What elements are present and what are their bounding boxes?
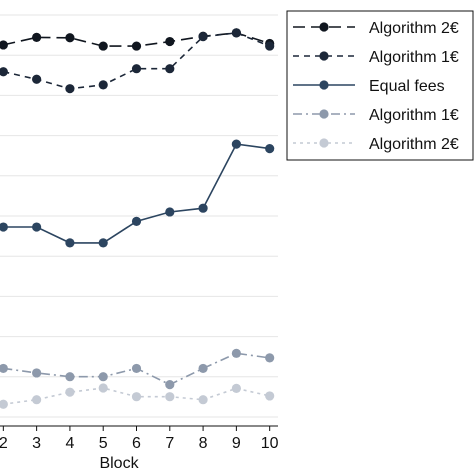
legend-marker <box>319 22 329 32</box>
data-point <box>131 41 142 51</box>
data-point <box>165 64 175 74</box>
legend-item: Algorithm 1€ <box>293 49 459 66</box>
legend: Algorithm 2€ Algorithm 1€ Equal fees Algori… <box>286 10 474 161</box>
x-tick-label: 6 <box>132 435 141 452</box>
x-tick-label: 5 <box>99 435 108 452</box>
data-point <box>265 353 275 363</box>
legend-item: Equal fees <box>293 78 445 95</box>
series-2 <box>0 28 275 94</box>
data-point <box>265 41 275 51</box>
x-tick-label: 3 <box>32 435 41 452</box>
data-point <box>98 41 108 51</box>
data-point <box>165 36 175 47</box>
data-point <box>198 203 208 213</box>
legend-label: Algorithm 2€ <box>369 20 459 37</box>
data-point <box>32 368 42 378</box>
data-point <box>198 395 208 405</box>
legend-item: Algorithm 2€ <box>293 20 459 37</box>
data-point <box>98 238 108 248</box>
legend-label: Algorithm 1€ <box>369 107 459 124</box>
x-axis: 2 3 4 5 6 7 8 9 10 <box>0 425 279 452</box>
data-point <box>198 32 208 42</box>
data-point <box>32 395 42 405</box>
data-point <box>265 144 275 154</box>
data-point <box>131 64 142 74</box>
legend-item: Algorithm 2€ <box>293 136 459 153</box>
data-point <box>32 74 42 84</box>
data-point <box>231 348 241 358</box>
series-line <box>3 32 270 90</box>
data-point <box>198 363 208 374</box>
x-axis-title: Block <box>99 455 139 472</box>
legend-label: Algorithm 1€ <box>369 49 459 66</box>
legend-label: Equal fees <box>369 78 445 95</box>
x-tick-label: 2 <box>0 435 8 452</box>
data-point <box>165 207 175 217</box>
legend-marker <box>319 138 329 148</box>
data-point <box>65 387 75 397</box>
data-point <box>0 222 8 232</box>
data-point <box>231 139 241 149</box>
data-point <box>231 383 241 393</box>
data-point <box>0 399 8 409</box>
series-5 <box>0 383 275 409</box>
data-point <box>265 391 275 401</box>
data-point <box>0 40 8 50</box>
data-point <box>131 392 142 402</box>
data-point <box>131 216 142 226</box>
x-tick-label: 4 <box>65 435 74 452</box>
x-tick-label: 9 <box>232 435 241 452</box>
data-point <box>165 392 175 402</box>
data-point <box>65 372 75 382</box>
data-point <box>98 80 108 90</box>
series-3 <box>0 139 275 248</box>
data-point <box>65 33 75 43</box>
x-tick-label: 10 <box>261 435 279 452</box>
legend-label: Algorithm 2€ <box>369 136 459 153</box>
data-point <box>165 380 175 390</box>
legend-marker <box>319 80 329 90</box>
data-point <box>131 363 142 374</box>
legend-marker <box>319 109 329 119</box>
data-point <box>98 383 108 393</box>
data-point <box>98 372 108 382</box>
data-point <box>0 67 8 77</box>
data-point <box>65 84 75 94</box>
data-point <box>231 28 241 38</box>
legend-item: Algorithm 1€ <box>293 107 459 124</box>
series-4 <box>0 348 275 390</box>
series-group <box>0 28 275 409</box>
gridlines <box>0 14 278 418</box>
x-tick-label: 8 <box>199 435 208 452</box>
data-point <box>32 222 42 232</box>
series-line <box>3 143 270 244</box>
legend-marker <box>319 51 329 61</box>
data-point <box>65 238 75 248</box>
data-point <box>0 363 8 374</box>
series-1 <box>0 28 275 51</box>
data-point <box>32 32 42 43</box>
x-tick-label: 7 <box>165 435 174 452</box>
